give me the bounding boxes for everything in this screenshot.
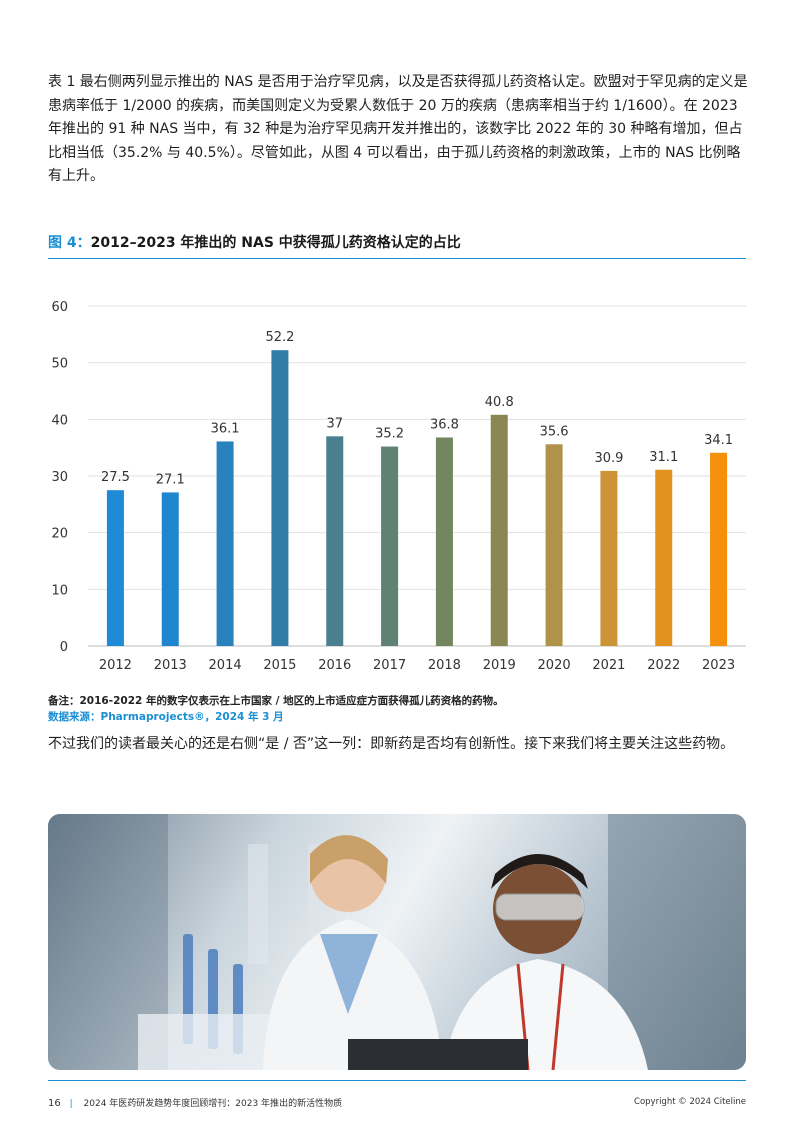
data-label-2014: 36.1 xyxy=(211,421,240,436)
bar-2018 xyxy=(435,437,453,646)
data-label-2018: 36.8 xyxy=(430,417,459,432)
bar-2021 xyxy=(600,470,618,646)
y-tick-label: 20 xyxy=(51,527,68,542)
bar-2020 xyxy=(545,444,563,646)
y-tick-label: 10 xyxy=(51,583,68,598)
data-label-2013: 27.1 xyxy=(156,472,185,487)
footer-rule xyxy=(48,1080,746,1081)
bar-2022 xyxy=(655,469,673,646)
bar-2017 xyxy=(381,446,399,646)
figure-title: 图 4：2012–2023 年推出的 NAS 中获得孤儿药资格认定的占比 xyxy=(48,232,461,252)
x-tick-label-2018: 2018 xyxy=(428,658,461,673)
y-tick-label: 30 xyxy=(51,470,68,485)
x-tick-label-2016: 2016 xyxy=(318,658,351,673)
publication-title: 2024 年医药研发趋势年度回顾增刊：2023 年推出的新活性物质 xyxy=(83,1099,343,1109)
photo-illustration xyxy=(48,814,746,1070)
bar-2023 xyxy=(710,452,728,646)
x-tick-label-2015: 2015 xyxy=(263,658,296,673)
bar-2014 xyxy=(216,441,234,646)
data-label-2021: 30.9 xyxy=(594,451,623,466)
bar-2012 xyxy=(106,490,124,646)
data-label-2019: 40.8 xyxy=(485,395,514,410)
data-label-2016: 37 xyxy=(326,416,343,431)
x-tick-label-2023: 2023 xyxy=(702,658,735,673)
x-tick-label-2013: 2013 xyxy=(154,658,187,673)
outro-paragraph: 不过我们的读者最关心的还是右侧“是 / 否”这一列：即新药是否均有创新性。接下来… xyxy=(48,736,735,752)
y-tick-label: 40 xyxy=(51,413,68,428)
figure-label: 图 4： xyxy=(48,235,91,251)
figure-note: 备注：2016-2022 年的数字仅表示在上市国家 / 地区的上市适应症方面获得… xyxy=(48,695,504,707)
lab-scientists-photo xyxy=(48,814,746,1070)
bar-2015 xyxy=(271,350,289,646)
data-label-2023: 34.1 xyxy=(704,433,733,448)
bar-2013 xyxy=(161,492,179,646)
x-tick-label-2014: 2014 xyxy=(209,658,242,673)
data-label-2012: 27.5 xyxy=(101,470,130,485)
y-tick-label: 0 xyxy=(60,640,68,655)
copyright: Copyright © 2024 Citeline xyxy=(634,1097,746,1107)
footer-left: 16 | 2024 年医药研发趋势年度回顾增刊：2023 年推出的新活性物质 xyxy=(48,1096,342,1109)
figure-source: 数据来源：Pharmaprojects®，2024 年 3 月 xyxy=(48,711,284,723)
data-label-2017: 35.2 xyxy=(375,427,404,442)
x-tick-label-2020: 2020 xyxy=(538,658,571,673)
intro-paragraph: 表 1 最右侧两列显示推出的 NAS 是否用于治疗罕见病，以及是否获得孤儿药资格… xyxy=(48,74,748,184)
data-label-2020: 35.6 xyxy=(540,424,569,439)
y-tick-label: 60 xyxy=(51,300,68,315)
orphan-drug-bar-chart: 0 10 20 30 40 50 60 27.5 2012 27.1 2013 36.1 2014 52… xyxy=(51,300,746,673)
bar-2016 xyxy=(326,436,344,646)
x-tick-label-2012: 2012 xyxy=(99,658,132,673)
figure-rule xyxy=(48,258,746,259)
y-tick-label: 50 xyxy=(51,357,68,372)
data-label-2022: 31.1 xyxy=(649,450,678,465)
data-label-2015: 52.2 xyxy=(265,330,294,345)
page-number: 16 xyxy=(48,1098,61,1109)
x-tick-label-2022: 2022 xyxy=(647,658,680,673)
x-tick-label-2021: 2021 xyxy=(592,658,625,673)
chart-grid: 0 10 20 30 40 50 60 xyxy=(51,300,746,655)
figure-title-text: 2012–2023 年推出的 NAS 中获得孤儿药资格认定的占比 xyxy=(90,235,461,251)
footer-separator: | xyxy=(69,1099,73,1109)
bar-2019 xyxy=(490,414,508,646)
x-tick-label-2019: 2019 xyxy=(483,658,516,673)
x-tick-label-2017: 2017 xyxy=(373,658,406,673)
chart-bars: 27.5 2012 27.1 2013 36.1 2014 52.2 2015 37 2016 35… xyxy=(99,330,735,673)
